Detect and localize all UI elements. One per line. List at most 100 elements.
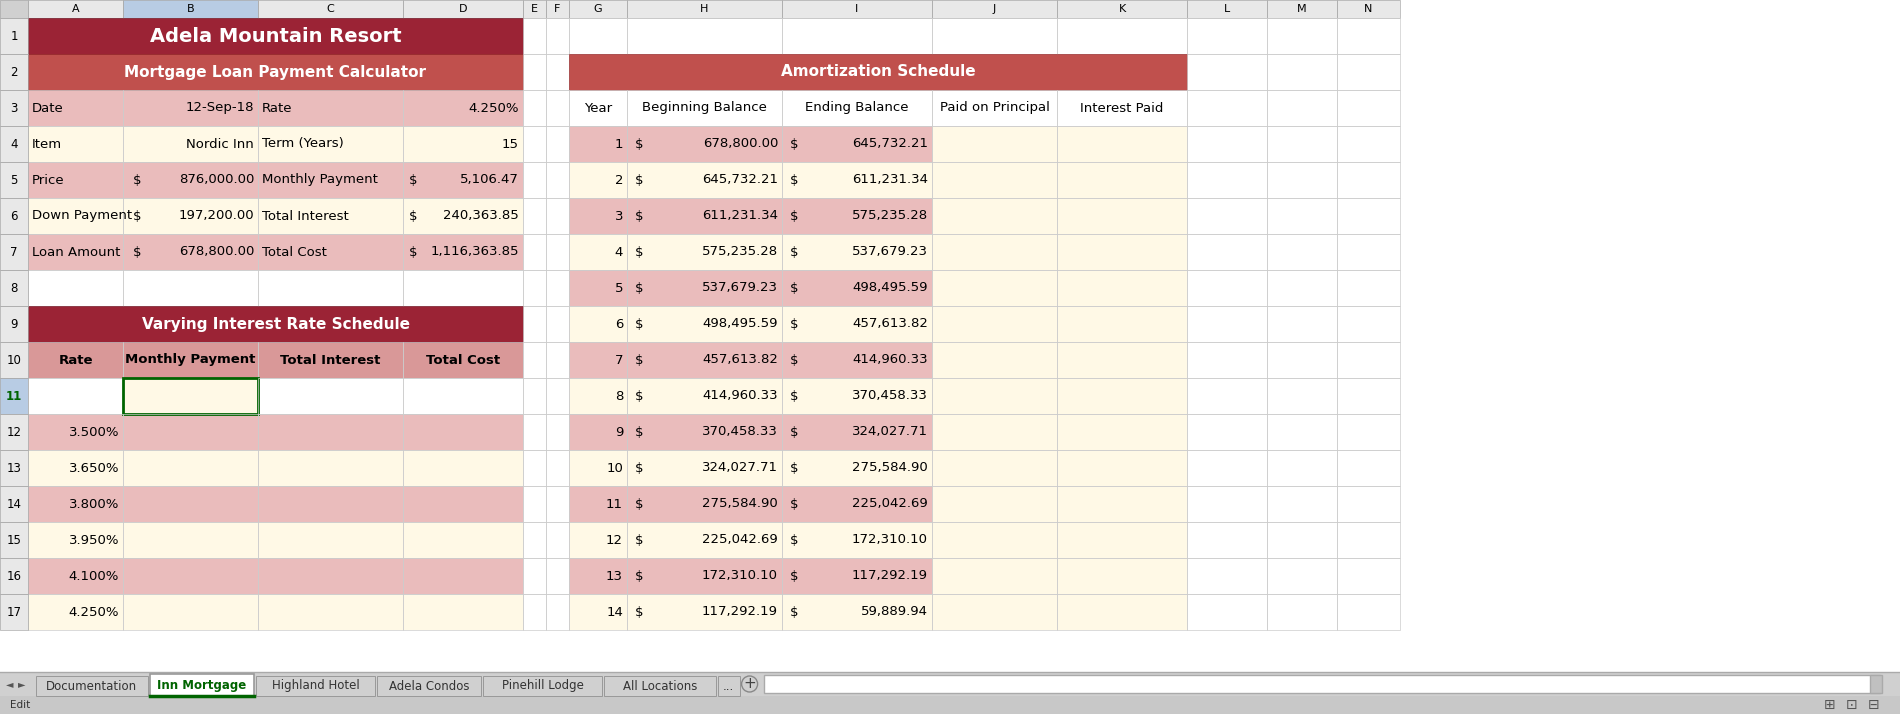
- Bar: [0, 594, 28, 630]
- Bar: [1267, 18, 1338, 54]
- Text: E: E: [530, 4, 538, 14]
- Text: All Locations: All Locations: [623, 680, 697, 693]
- Text: 7: 7: [614, 353, 623, 366]
- Bar: [1338, 522, 1400, 558]
- Text: 10: 10: [6, 353, 21, 366]
- Bar: [522, 450, 545, 486]
- Bar: [568, 558, 627, 594]
- Bar: [1267, 270, 1338, 306]
- Bar: [0, 126, 28, 162]
- Bar: [1267, 54, 1338, 90]
- Text: $: $: [790, 174, 798, 186]
- Bar: [28, 18, 522, 54]
- Bar: [1188, 378, 1267, 414]
- Text: Edit: Edit: [10, 700, 30, 710]
- Text: Date: Date: [32, 101, 65, 114]
- Text: $: $: [790, 281, 798, 294]
- Bar: [124, 0, 258, 18]
- Bar: [1338, 54, 1400, 90]
- Text: Loan Amount: Loan Amount: [32, 246, 120, 258]
- Text: I: I: [855, 4, 859, 14]
- Bar: [933, 198, 1056, 234]
- Text: $: $: [635, 174, 644, 186]
- Bar: [568, 126, 627, 162]
- Bar: [783, 0, 933, 18]
- Text: Paid on Principal: Paid on Principal: [940, 101, 1049, 114]
- Bar: [1338, 558, 1400, 594]
- Text: 414,960.33: 414,960.33: [853, 353, 927, 366]
- Text: $: $: [635, 246, 644, 258]
- Text: 457,613.82: 457,613.82: [851, 318, 927, 331]
- Bar: [28, 198, 124, 234]
- Bar: [124, 234, 258, 270]
- Text: ►: ►: [19, 679, 27, 689]
- Bar: [783, 270, 933, 306]
- Text: $: $: [133, 246, 141, 258]
- Text: Pinehill Lodge: Pinehill Lodge: [502, 680, 583, 693]
- Bar: [604, 676, 716, 696]
- Text: $: $: [790, 461, 798, 475]
- Text: 645,732.21: 645,732.21: [851, 138, 927, 151]
- Text: 13: 13: [606, 570, 623, 583]
- Bar: [545, 414, 568, 450]
- Bar: [568, 54, 1188, 90]
- Text: H: H: [701, 4, 709, 14]
- Bar: [545, 558, 568, 594]
- Bar: [783, 270, 933, 306]
- Bar: [1338, 306, 1400, 342]
- Bar: [1188, 54, 1267, 90]
- Bar: [28, 234, 124, 270]
- Bar: [1338, 414, 1400, 450]
- Bar: [0, 414, 28, 450]
- Bar: [627, 414, 783, 450]
- Text: $: $: [790, 353, 798, 366]
- Bar: [568, 270, 627, 306]
- Bar: [124, 486, 258, 522]
- Bar: [0, 198, 28, 234]
- Bar: [1188, 522, 1267, 558]
- Text: 2: 2: [10, 66, 17, 79]
- Bar: [124, 450, 258, 486]
- Bar: [28, 90, 124, 126]
- Bar: [1056, 486, 1188, 522]
- Bar: [933, 270, 1056, 306]
- Bar: [376, 676, 481, 696]
- Text: 4: 4: [614, 246, 623, 258]
- Bar: [1338, 234, 1400, 270]
- Bar: [403, 486, 523, 522]
- Text: Total Interest: Total Interest: [262, 209, 350, 223]
- Text: 5: 5: [10, 174, 17, 186]
- Bar: [403, 270, 523, 306]
- Bar: [1338, 126, 1400, 162]
- Bar: [568, 198, 627, 234]
- Text: 414,960.33: 414,960.33: [703, 390, 777, 403]
- Bar: [1188, 450, 1267, 486]
- Text: $: $: [790, 138, 798, 151]
- Bar: [0, 486, 28, 522]
- Bar: [1188, 234, 1267, 270]
- Bar: [28, 450, 124, 486]
- Bar: [1338, 306, 1400, 342]
- Bar: [627, 306, 783, 342]
- Bar: [933, 306, 1056, 342]
- Bar: [1188, 558, 1267, 594]
- Text: Highland Hotel: Highland Hotel: [272, 680, 359, 693]
- Bar: [28, 414, 124, 450]
- Bar: [1338, 558, 1400, 594]
- Text: 17: 17: [6, 605, 21, 618]
- Bar: [545, 342, 568, 378]
- Bar: [627, 522, 783, 558]
- Text: 876,000.00: 876,000.00: [179, 174, 255, 186]
- Bar: [28, 306, 522, 342]
- Bar: [783, 522, 933, 558]
- Bar: [258, 450, 403, 486]
- Bar: [764, 675, 1879, 693]
- Bar: [627, 594, 783, 630]
- Text: Mortgage Loan Payment Calculator: Mortgage Loan Payment Calculator: [125, 64, 426, 79]
- Text: ⊞: ⊞: [1824, 698, 1835, 712]
- Bar: [627, 378, 783, 414]
- Bar: [627, 378, 783, 414]
- Bar: [522, 414, 545, 450]
- Bar: [783, 558, 933, 594]
- Bar: [545, 90, 568, 126]
